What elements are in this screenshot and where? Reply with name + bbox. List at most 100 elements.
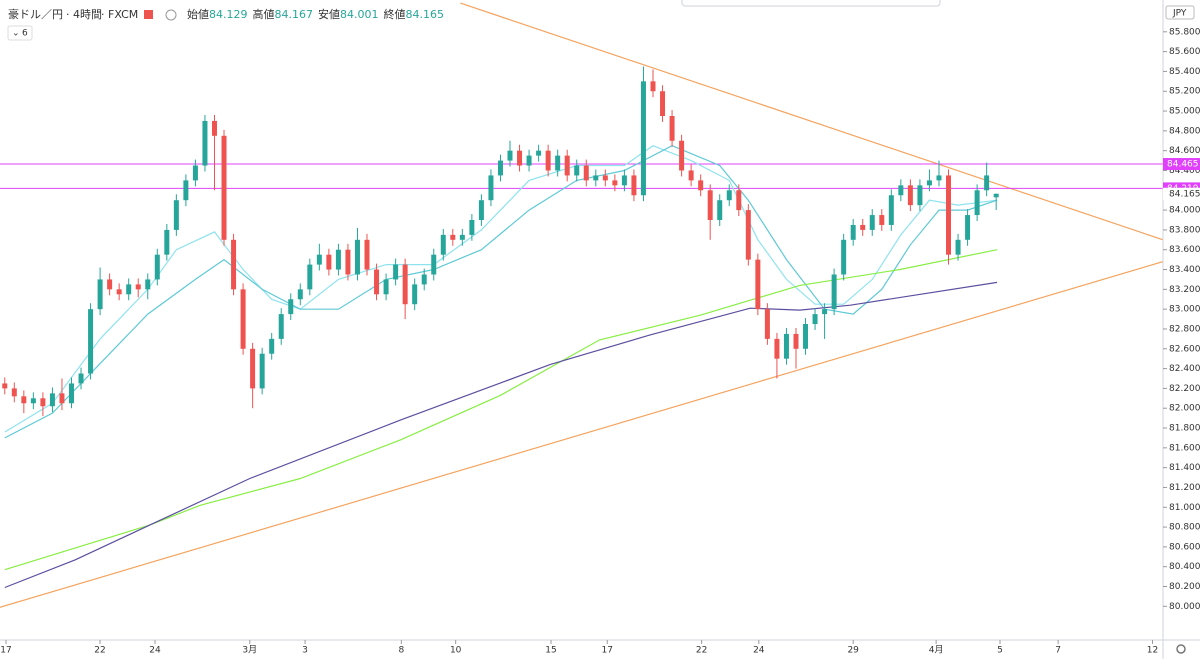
candle-body xyxy=(78,373,84,384)
candle-body xyxy=(517,150,523,166)
last-price-label: 84.165 xyxy=(1169,189,1200,199)
candle-body xyxy=(774,338,780,359)
y-tick-label: 81.400 xyxy=(1169,463,1200,473)
y-tick-label: 82.800 xyxy=(1169,324,1200,334)
toggle-arrow: ⌄ xyxy=(12,29,20,39)
moving-average xyxy=(4,249,998,571)
candle-body xyxy=(955,239,961,255)
candle-body xyxy=(812,314,818,325)
settings-gear[interactable] xyxy=(1176,644,1186,654)
y-tick-label: 83.200 xyxy=(1169,285,1200,295)
candle-body xyxy=(88,309,94,374)
indicator-toggle[interactable] xyxy=(7,25,33,41)
candle-body xyxy=(354,239,360,275)
candle-body xyxy=(307,264,313,290)
candle-body xyxy=(383,279,389,295)
hide-icon[interactable] xyxy=(165,9,177,21)
y-tick-label: 84.000 xyxy=(1169,206,1200,216)
candle-body xyxy=(926,180,932,186)
ohlc-label: 始値 xyxy=(187,7,209,21)
candle-body xyxy=(135,284,141,290)
y-tick-label: 80.000 xyxy=(1169,602,1200,612)
ohlc-value: 84.165 xyxy=(406,8,445,21)
symbol: 豪ドル／円 xyxy=(8,7,63,21)
candle-body xyxy=(326,254,332,270)
candle-body xyxy=(860,224,866,230)
candle-body xyxy=(602,175,608,181)
candle-body xyxy=(698,180,704,191)
y-tick-label: 83.600 xyxy=(1169,245,1200,255)
candle-body xyxy=(822,309,828,315)
trend-line xyxy=(460,2,1163,241)
candle-body xyxy=(717,200,723,221)
candle-body xyxy=(888,195,894,225)
candle-body xyxy=(450,234,456,240)
candle-body xyxy=(231,239,237,290)
y-tick-label: 80.800 xyxy=(1169,523,1200,533)
candle-body xyxy=(612,180,618,186)
candle-body xyxy=(173,200,179,230)
candle-body xyxy=(764,309,770,339)
price-tag xyxy=(1163,158,1200,171)
x-tick-label: 24 xyxy=(149,646,161,656)
separator: · xyxy=(66,8,70,21)
candle-body xyxy=(68,383,74,404)
y-tick-label: 82.400 xyxy=(1169,364,1200,374)
candle-body xyxy=(869,215,875,230)
toolbar-stub[interactable] xyxy=(681,0,941,7)
candle-body xyxy=(755,259,761,310)
x-tick-label: 3月 xyxy=(242,645,257,656)
candle-body xyxy=(545,150,551,171)
candle-body xyxy=(431,254,437,275)
x-tick-label: 22 xyxy=(94,646,105,656)
candle-body xyxy=(507,150,513,161)
candle-body xyxy=(192,165,198,181)
candle-body xyxy=(126,284,132,295)
candle-body xyxy=(278,314,284,339)
ohlc-label: 安値 xyxy=(318,7,340,21)
candle-body xyxy=(898,185,904,196)
header: 豪ドル／円 · 4時間 · FXCM ⌄ 6 xyxy=(7,7,177,41)
x-tick-label: 3 xyxy=(302,646,308,656)
candle-body xyxy=(497,160,503,176)
candle-body xyxy=(946,175,952,255)
ohlc-value: 84.167 xyxy=(275,8,314,21)
candle-body xyxy=(97,279,103,310)
y-tick-label: 81.600 xyxy=(1169,443,1200,453)
candle-body xyxy=(164,229,170,255)
candle-body xyxy=(583,165,589,181)
candle-body xyxy=(993,193,999,198)
candle-body xyxy=(59,393,65,404)
candle-body xyxy=(841,239,847,275)
candle-body xyxy=(736,190,742,211)
candle-body xyxy=(30,398,36,404)
candle-body xyxy=(478,200,484,221)
x-tick-label: 5 xyxy=(997,646,1003,656)
candle-body xyxy=(850,224,856,240)
candle-body xyxy=(640,81,646,196)
y-tick-label: 81.000 xyxy=(1169,503,1200,513)
candle-body xyxy=(726,190,732,201)
candle-body xyxy=(631,175,637,196)
y-tick-label: 82.200 xyxy=(1169,384,1200,394)
candle-body xyxy=(364,239,370,270)
y-tick-label: 81.200 xyxy=(1169,483,1200,493)
x-tick-label: 17 xyxy=(0,646,11,656)
candle-body xyxy=(793,333,799,349)
y-tick-label: 85.200 xyxy=(1169,87,1200,97)
candle-body xyxy=(488,175,494,201)
x-tick-label: 22 xyxy=(696,646,707,656)
candle-body xyxy=(917,185,923,206)
candle-body xyxy=(183,180,189,201)
candle-body xyxy=(707,190,713,221)
candle-body xyxy=(564,155,570,176)
y-tick-label: 85.600 xyxy=(1169,47,1200,57)
currency: JPY xyxy=(1172,9,1187,19)
y-tick-label: 83.400 xyxy=(1169,265,1200,275)
x-tick-label: 17 xyxy=(602,646,613,656)
ohlc-label: 終値 xyxy=(384,7,406,21)
x-tick-label: 12 xyxy=(1147,646,1158,656)
candle-body xyxy=(335,249,341,270)
candle-body xyxy=(831,274,837,310)
